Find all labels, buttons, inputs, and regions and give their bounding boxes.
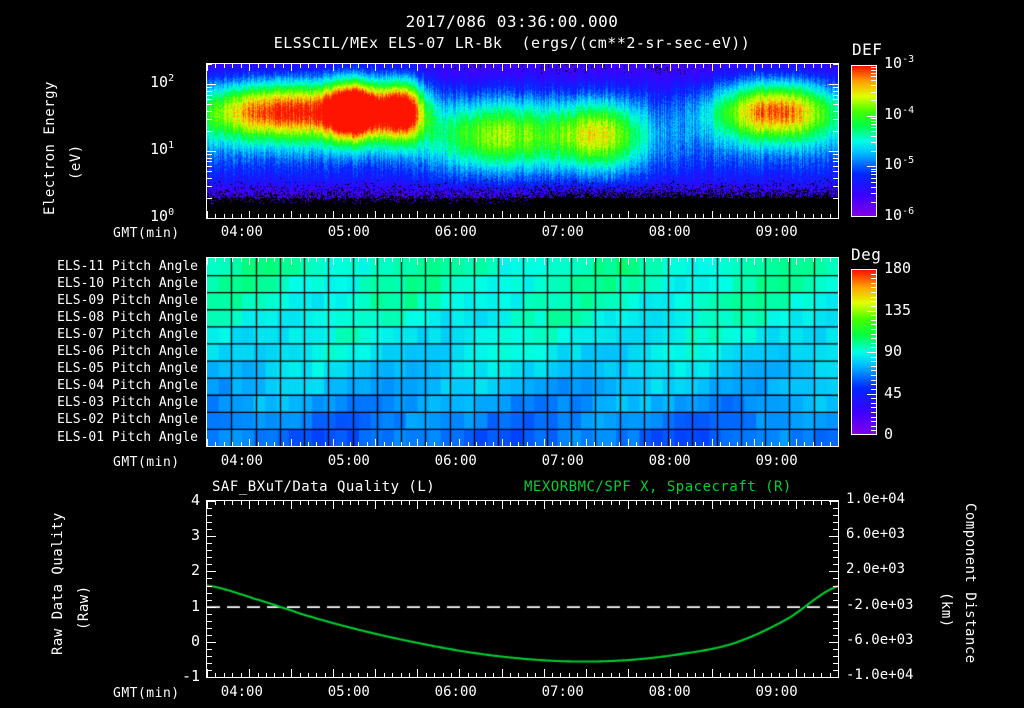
deg-colorbar-title: Deg (851, 245, 882, 264)
panel3-ylabel-left: Raw Data Quality (50, 512, 66, 655)
panel3-ylabel-left-units: (Raw) (76, 585, 92, 630)
panel3-bottom-ticks (207, 669, 839, 677)
panel2-bottom-ticks (207, 439, 839, 446)
pitch-angle-plot[interactable] (206, 257, 839, 447)
panel3-top-ticks (207, 501, 839, 509)
panel3-ylabel-right-units: (km) (938, 592, 954, 628)
panel1-bottom-ticks (207, 211, 839, 218)
page-subtitle: ELSSCIL/MEx ELS-07 LR-Bk (ergs/(cm**2-sr… (273, 34, 751, 52)
panel3-right-ticks (829, 501, 838, 678)
panel1-top-ticks (207, 64, 839, 71)
panel1-right-ticks (829, 64, 838, 219)
panel3-title-right: MEXORBMC/SPF X, Spacecraft (R) (524, 479, 792, 495)
panel2-top-ticks (207, 258, 839, 265)
panel1-left-ticks (207, 64, 216, 219)
def-colorbar[interactable] (851, 65, 877, 217)
def-colorbar-ticks (851, 65, 877, 217)
panel1-xlabel: GMT(min) (113, 226, 180, 241)
panel3-title-left: SAF_BXuT/Data Quality (L) (212, 479, 436, 495)
panel1-ylabel-units: (eV) (68, 144, 84, 180)
electron-energy-spectrogram-plot[interactable] (206, 63, 839, 219)
deg-colorbar-ticks (851, 269, 877, 435)
def-colorbar-title: DEF (852, 40, 883, 59)
panel3-xlabel: GMT(min) (113, 686, 180, 701)
data-quality-plot[interactable] (206, 500, 839, 678)
page-title-timestamp: 2017/086 03:36:00.000 (405, 12, 619, 31)
panel3-left-ticks (207, 501, 216, 678)
panel3-ylabel-right: Component Distance (962, 503, 978, 664)
panel2-xlabel: GMT(min) (113, 455, 180, 470)
